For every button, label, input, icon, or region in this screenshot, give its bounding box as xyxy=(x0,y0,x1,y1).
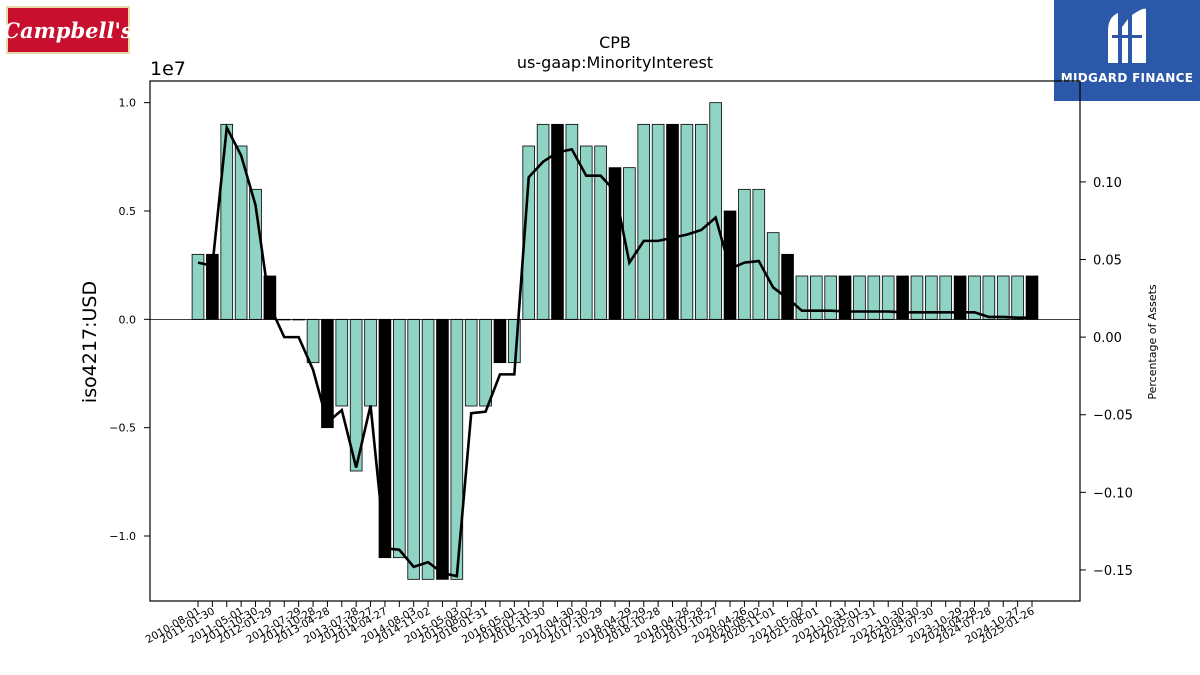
bar-2013-07-28 xyxy=(364,318,377,407)
bar-2014-04-27 xyxy=(407,318,420,580)
campbells-logo-text: Campbell's xyxy=(3,17,133,43)
y2-axis-label: Percentage of Assets xyxy=(1146,284,1159,400)
y2-tick-label: 0.00 xyxy=(1093,331,1122,346)
bar-2021-10-31 xyxy=(838,275,852,320)
y-tick-label: 1.0 xyxy=(119,97,137,110)
y2-tick-label: −0.05 xyxy=(1093,409,1133,424)
bar-2021-05-02 xyxy=(810,275,823,320)
bar-2022-01-30 xyxy=(853,275,866,320)
y-axis-multiplier: 1e7 xyxy=(150,58,186,80)
bar-2024-04-28 xyxy=(982,275,996,320)
bar-2021-01-31 xyxy=(795,275,809,320)
bar-2015-11-01 xyxy=(493,318,507,364)
y2-tick-label: −0.15 xyxy=(1093,564,1133,579)
midgard-finance-label: MIDGARD FINANCE xyxy=(1060,71,1194,85)
percentage-of-assets-line xyxy=(197,123,1032,578)
bar-2025-01-26 xyxy=(1025,275,1039,320)
bar-2017-04-30 xyxy=(579,145,593,320)
midgard-finance-logo: MIDGARD FINANCE xyxy=(1054,0,1200,101)
bar-2020-04-26 xyxy=(752,188,766,320)
y2-tick-label: 0.10 xyxy=(1093,176,1122,191)
chart-subtitle: us-gaap:MinorityInterest xyxy=(517,53,713,72)
bar-2015-05-03 xyxy=(464,318,478,407)
midgard-m-icon xyxy=(1108,8,1146,64)
bar-2015-08-02 xyxy=(479,318,492,407)
y2-tick-label: 0.05 xyxy=(1093,254,1122,269)
bar-2012-07-29 xyxy=(306,318,320,364)
y-tick-label: 0.5 xyxy=(119,205,137,218)
bar-2022-05-01 xyxy=(867,275,881,320)
bar-2019-07-28 xyxy=(709,102,722,320)
bar-2018-10-28 xyxy=(666,123,679,320)
bar-2014-08-03 xyxy=(421,318,435,580)
bar-2017-01-29 xyxy=(565,123,579,320)
y2-tick-label: −0.10 xyxy=(1093,486,1133,501)
bar-2014-01-26 xyxy=(393,318,406,559)
bar-2024-07-28 xyxy=(996,275,1010,320)
bar-2016-07-31 xyxy=(536,123,550,320)
y-tick-label: −1.0 xyxy=(109,530,136,543)
bar-2024-10-27 xyxy=(1011,275,1024,320)
bar-2019-04-28 xyxy=(694,123,708,320)
bar-2011-01-30 xyxy=(220,123,234,320)
chart-title: CPB xyxy=(599,33,631,52)
bar-2021-08-01 xyxy=(824,275,837,320)
y-tick-label: 0.0 xyxy=(119,313,137,326)
bar-2019-01-27 xyxy=(680,123,694,320)
y-tick-label: −0.5 xyxy=(109,422,136,435)
bar-2014-11-02 xyxy=(436,318,449,580)
bar-2017-07-30 xyxy=(594,145,607,320)
bar-2018-04-29 xyxy=(637,123,651,320)
bar-2013-01-27 xyxy=(335,318,349,407)
plot-frame xyxy=(149,80,1081,602)
bar-2020-01-26 xyxy=(738,188,751,320)
bar-2018-07-29 xyxy=(651,123,665,320)
bar-2013-10-27 xyxy=(378,318,392,559)
bar-2020-08-02 xyxy=(766,232,780,320)
bar-2020-11-01 xyxy=(781,253,794,320)
campbells-logo: Campbell's xyxy=(3,6,133,54)
y-axis-label: iso4217:USD xyxy=(79,281,101,403)
